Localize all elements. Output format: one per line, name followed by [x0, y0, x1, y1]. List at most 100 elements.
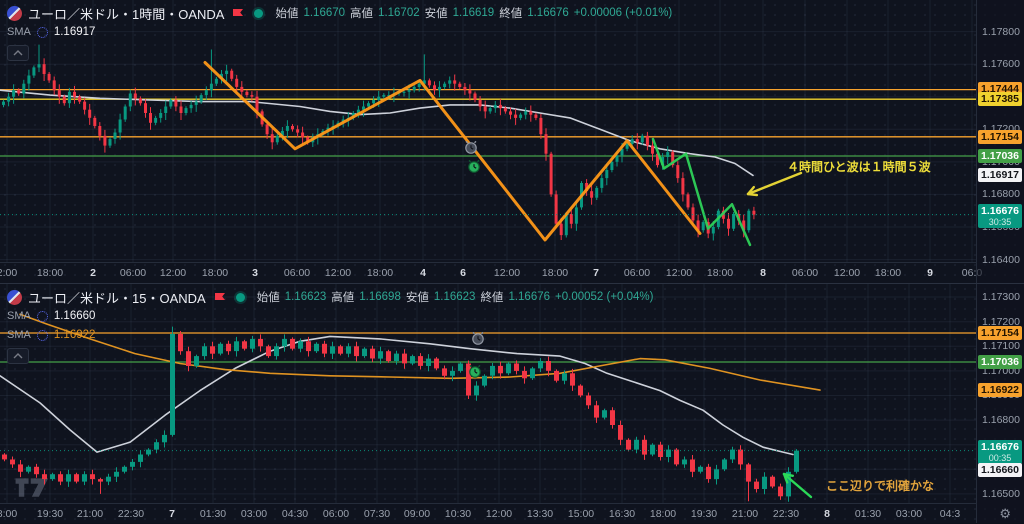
- annotation-text-wave-count[interactable]: ４時間ひと波は１時間５波: [787, 160, 931, 174]
- price-level-label: 1.17154: [978, 130, 1022, 144]
- symbol-logo: [7, 5, 22, 21]
- high-label: 高値: [331, 292, 355, 304]
- low-value: 1.16623: [433, 291, 476, 303]
- price-level-label: 1.17036: [978, 149, 1022, 163]
- time-tick-label: 12:00: [833, 267, 861, 279]
- market-status-dot[interactable]: [254, 8, 264, 18]
- sma-slow-line[interactable]: [19, 313, 821, 391]
- time-tick-label: 04:3: [939, 508, 961, 520]
- time-tick-label: 22:30: [772, 508, 800, 520]
- time-tick-label: 18:00: [649, 508, 677, 520]
- time-tick-label: 6: [460, 267, 466, 279]
- low-label: 安値: [424, 8, 448, 20]
- time-tick-label: 06:00: [791, 267, 819, 279]
- high-value: 1.16702: [378, 7, 420, 19]
- annotation-arrow[interactable]: [782, 472, 813, 499]
- low-value: 1.16619: [452, 7, 495, 19]
- indicator-loading-icon: [36, 310, 48, 322]
- time-tick-label: 7: [169, 508, 175, 520]
- close-label: 終値: [499, 8, 523, 20]
- open-label: 始値: [275, 8, 299, 20]
- indicator-value: 1.16660: [53, 310, 96, 322]
- annotation-arrow[interactable]: [746, 171, 803, 197]
- time-tick-label: 8: [760, 267, 766, 279]
- annotation-text-take-profit[interactable]: ここ辺りで利確かな: [826, 479, 935, 493]
- price-chart-canvas-1h[interactable]: [0, 0, 977, 262]
- indicator-loading-icon: [36, 329, 48, 341]
- low-label: 安値: [405, 292, 429, 304]
- time-tick-label: 15:00: [567, 508, 595, 520]
- chart-pane-1h: ユーロ／米ドル・1時間・OANDA 始値 1.16670 高値 1.16702 …: [0, 0, 1024, 283]
- sma-line[interactable]: [0, 89, 754, 177]
- indicator-value: 1.16922: [53, 329, 96, 341]
- indicator-legend-sma-fast[interactable]: SMA 1.16660: [7, 308, 653, 324]
- horizontal-level-lines[interactable]: [0, 332, 977, 363]
- alert-clock-icon[interactable]: [469, 364, 481, 378]
- time-axis-settings-gear-icon[interactable]: ⚙: [999, 506, 1011, 521]
- time-tick-label: 18:00: [366, 267, 394, 279]
- symbol-title[interactable]: ユーロ／米ドル・1時間・OANDA: [28, 6, 225, 22]
- time-tick-label: 18:00: [201, 267, 229, 279]
- tradingview-logo: [8, 474, 60, 505]
- ohlc-values: 始値 1.16623 高値 1.16698 安値 1.16623 終値 1.16…: [257, 289, 654, 305]
- alert-clock-icon[interactable]: [465, 140, 477, 154]
- time-axis-1h[interactable]: 2:00 18:00 2 06:00 12:00 18:00 3 06:00 12:00 18:0…: [0, 262, 982, 283]
- alert-clock-icon[interactable]: [468, 159, 480, 173]
- horizontal-level-lines[interactable]: [0, 88, 977, 157]
- pane-collapse-button[interactable]: [7, 348, 29, 364]
- indicator-legend-sma[interactable]: SMA 1.16917: [7, 24, 672, 40]
- alert-clock-icon[interactable]: [472, 331, 484, 345]
- zigzag-orange[interactable]: [203, 61, 702, 242]
- ohlc-values: 始値 1.16670 高値 1.16702 安値 1.16619 終値 1.16…: [275, 5, 672, 21]
- flag-icon[interactable]: [232, 7, 244, 19]
- time-tick-label: 06:00: [119, 267, 147, 279]
- time-tick-label: 12:00: [159, 267, 187, 279]
- time-tick-label: 18:00: [706, 267, 734, 279]
- price-axis-1h[interactable]: 1.178001.176001.174001.172001.170001.168…: [976, 0, 1024, 283]
- symbol-title[interactable]: ユーロ／米ドル・15・OANDA: [28, 290, 206, 306]
- symbol-logo: [7, 289, 22, 305]
- time-tick-label: 12:00: [665, 267, 693, 279]
- time-tick-label: 06:00: [283, 267, 311, 279]
- time-tick-label: 18:00: [874, 267, 902, 279]
- pane-collapse-button[interactable]: [7, 45, 29, 61]
- zigzag-green[interactable]: [651, 137, 752, 247]
- time-tick-label: 13:30: [526, 508, 554, 520]
- close-label: 終値: [480, 292, 504, 304]
- price-axis-15m[interactable]: 1.173001.172001.171001.170001.169001.168…: [976, 284, 1024, 523]
- open-label: 始値: [256, 292, 280, 304]
- flag-icon[interactable]: [214, 291, 226, 303]
- time-tick-label: 19:30: [690, 508, 718, 520]
- time-tick-label: 7: [593, 267, 599, 279]
- price-level-label: 1.17154: [978, 326, 1022, 340]
- chart-pane-15m: ユーロ／米ドル・15・OANDA 始値 1.16623 高値 1.16698 安…: [0, 283, 1024, 523]
- time-tick-label: 12:00: [485, 508, 513, 520]
- indicator-value: 1.16917: [53, 26, 96, 38]
- time-tick-label: 06:00: [623, 267, 651, 279]
- time-tick-label: 12:00: [324, 267, 352, 279]
- price-chart-canvas-15m[interactable]: [0, 284, 977, 504]
- current-price-label: 1.16676 00:35: [978, 440, 1022, 464]
- time-tick-label: 09:00: [403, 508, 431, 520]
- indicator-legend-sma-slow[interactable]: SMA 1.16922: [7, 327, 653, 343]
- indicator-name: SMA: [7, 26, 31, 38]
- time-tick-label: 9: [927, 267, 933, 279]
- time-tick-label: 06:00: [322, 508, 350, 520]
- change-value: +0.00052 (+0.04%): [555, 291, 654, 303]
- price-level-label: 1.16922: [978, 383, 1022, 397]
- price-tick-label: 1.17600: [982, 58, 1020, 71]
- sma-fast-line[interactable]: [0, 335, 794, 456]
- time-axis-15m[interactable]: 8:00 19:30 21:00 22:30 7 01:30 03:00 04:30 06:00…: [0, 503, 977, 524]
- price-tick-label: 1.17300: [982, 291, 1020, 304]
- price-tick-label: 1.17100: [982, 340, 1020, 353]
- price-tick-label: 1.17200: [982, 315, 1020, 328]
- time-tick-label: 16:30: [608, 508, 636, 520]
- time-tick-label: 8:00: [0, 508, 18, 520]
- market-status-dot[interactable]: [235, 292, 245, 302]
- time-tick-label: 18:00: [541, 267, 569, 279]
- time-tick-label: 12:00: [493, 267, 521, 279]
- time-tick-label: 4: [420, 267, 426, 279]
- change-value: +0.00006 (+0.01%): [573, 7, 673, 19]
- price-level-label: 1.16917: [978, 168, 1022, 182]
- indicator-loading-icon: [36, 26, 48, 38]
